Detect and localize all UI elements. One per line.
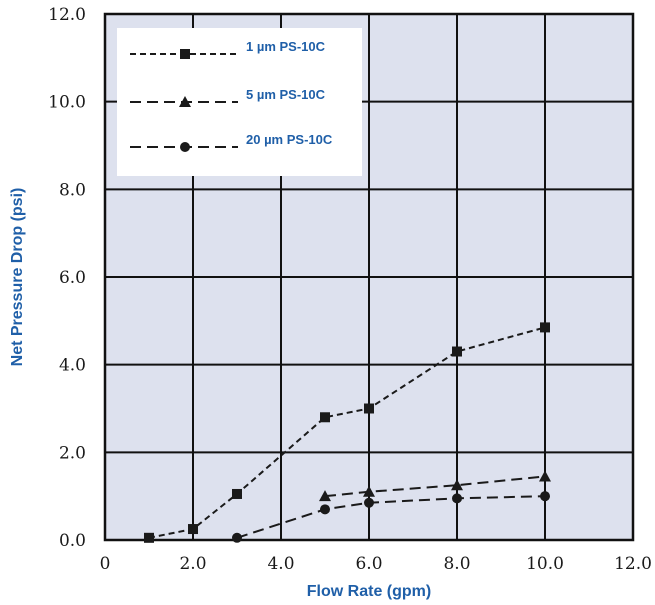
legend-marker: [179, 96, 191, 107]
data-point: [540, 322, 550, 333]
data-point: [320, 412, 330, 423]
series-group: [144, 322, 551, 543]
y-tick-label: 2.0: [59, 443, 86, 463]
legend-label: 20 µm PS-10C: [246, 132, 333, 147]
x-tick-label: 12.0: [614, 554, 652, 574]
x-tick-label: 6.0: [355, 554, 382, 574]
data-point: [364, 497, 374, 508]
plot-border: [103, 12, 635, 542]
data-point: [320, 504, 330, 515]
series-square: [144, 322, 550, 543]
data-point: [144, 532, 154, 543]
data-point: [232, 532, 242, 543]
data-point: [319, 490, 331, 502]
x-tick-label: 0: [100, 554, 111, 574]
data-point: [451, 479, 463, 491]
x-tick-label: 2.0: [179, 554, 206, 574]
data-point: [452, 493, 462, 504]
y-tick-label: 4.0: [59, 356, 86, 376]
y-axis-ticks: 0.0 2.0 4.0 6.0 8.0 10.0 12.0: [48, 5, 86, 551]
data-point: [540, 491, 550, 502]
y-tick-label: 6.0: [59, 268, 86, 288]
y-tick-label: 0.0: [59, 531, 86, 551]
series-circle: [232, 491, 550, 543]
y-axis-title: Net Pressure Drop (psi): [9, 188, 26, 367]
x-tick-label: 8.0: [443, 554, 470, 574]
legend-marker: [180, 142, 190, 152]
series-line: [324, 475, 546, 498]
data-point: [232, 488, 242, 499]
grid-lines: [103, 12, 635, 542]
x-tick-label: 10.0: [526, 554, 564, 574]
data-point: [452, 346, 462, 357]
data-point: [539, 470, 551, 482]
y-tick-label: 10.0: [48, 93, 86, 113]
data-point: [188, 524, 198, 535]
x-axis-title: Flow Rate (gpm): [307, 583, 431, 600]
y-tick-label: 8.0: [59, 180, 86, 200]
y-tick-label: 12.0: [48, 5, 86, 25]
x-tick-label: 4.0: [267, 554, 294, 574]
x-axis-ticks: 0 2.0 4.0 6.0 8.0 10.0 12.0: [100, 554, 652, 574]
legend: 1 µm PS-10C 5 µm PS-10C 20 µm PS-10C: [117, 28, 362, 176]
data-point: [364, 403, 374, 414]
series-triangle: [319, 470, 551, 502]
data-point: [363, 485, 375, 497]
legend-label: 5 µm PS-10C: [246, 87, 326, 102]
legend-label: 1 µm PS-10C: [246, 39, 326, 54]
legend-marker: [180, 49, 190, 59]
